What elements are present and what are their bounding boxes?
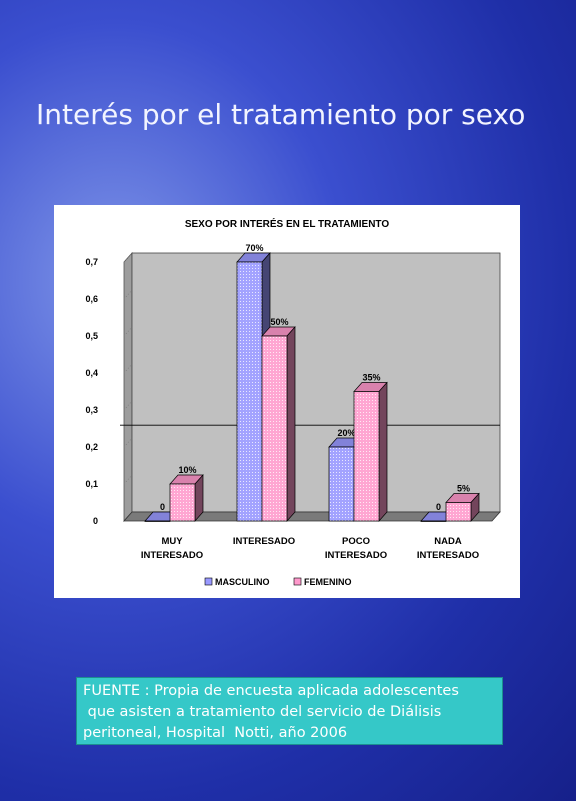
y-tick-label: 0,4 — [85, 368, 98, 378]
bar-side — [378, 381, 388, 522]
data-label: 10% — [178, 465, 196, 475]
source-line-3: peritoneal, Hospital Notti, año 2006 — [83, 725, 348, 741]
source-line-2: que asisten a tratamiento del servicio d… — [83, 704, 442, 720]
bar-side — [286, 326, 296, 522]
y-tick-label: 0,1 — [85, 479, 98, 489]
gridline-connector — [123, 474, 133, 485]
y-tick-label: 0,5 — [85, 331, 98, 341]
x-category-label: NADA — [434, 536, 462, 547]
bar-chart: SEXO POR INTERÉS EN EL TRATAMIENTO 0 0,1 0… — [85, 217, 501, 587]
chart-title: SEXO POR INTERÉS EN EL TRATAMIENTO — [185, 217, 390, 230]
bar-femenino — [353, 391, 380, 522]
bar-masculino — [420, 520, 447, 522]
gridline-connector — [123, 252, 133, 263]
gridline-connector — [123, 400, 133, 411]
source-note: FUENTE : Propia de encuesta aplicada ado… — [76, 677, 503, 745]
y-tick-label: 0 — [93, 516, 98, 526]
bar-masculino — [144, 520, 171, 522]
slide-title: Interés por el tratamiento por sexo — [36, 98, 526, 131]
x-category-label: INTERESADO — [233, 536, 295, 547]
x-category-label: INTERESADO — [325, 550, 387, 561]
gridline-connector — [123, 363, 133, 374]
gridline-connector — [123, 289, 133, 300]
data-label: 20% — [337, 428, 355, 438]
y-tick-label: 0,7 — [85, 257, 98, 267]
legend-swatch — [293, 577, 302, 586]
chart-panel: SEXO POR INTERÉS EN EL TRATAMIENTO 0 0,1 0… — [54, 205, 520, 598]
data-label: 0 — [436, 502, 441, 512]
x-category-label: INTERESADO — [417, 550, 479, 561]
source-line-1: FUENTE : Propia de encuesta aplicada ado… — [83, 683, 459, 699]
legend-swatch — [204, 577, 213, 586]
x-category-label: INTERESADO — [141, 550, 203, 561]
data-label: 5% — [457, 484, 470, 494]
bar-femenino — [261, 335, 288, 522]
chart-back-wall — [131, 252, 501, 513]
data-label: 70% — [245, 243, 263, 253]
data-label: 50% — [270, 317, 288, 327]
x-category-label: MUY — [161, 536, 183, 547]
y-tick-label: 0,6 — [85, 294, 98, 304]
legend-label: FEMENINO — [304, 577, 352, 587]
bar-femenino — [445, 502, 472, 522]
bar-masculino — [328, 446, 355, 522]
bar-femenino — [169, 483, 196, 522]
data-label: 35% — [362, 373, 380, 383]
data-label: 0 — [160, 502, 165, 512]
gridline-connector — [123, 437, 133, 448]
y-tick-label: 0,3 — [85, 405, 98, 415]
chart-side-wall — [123, 251, 133, 523]
legend-label: MASCULINO — [215, 577, 270, 587]
y-tick-label: 0,2 — [85, 442, 98, 452]
bar-masculino — [236, 261, 263, 522]
gridline-connector — [123, 326, 133, 337]
x-category-label: POCO — [342, 536, 370, 547]
